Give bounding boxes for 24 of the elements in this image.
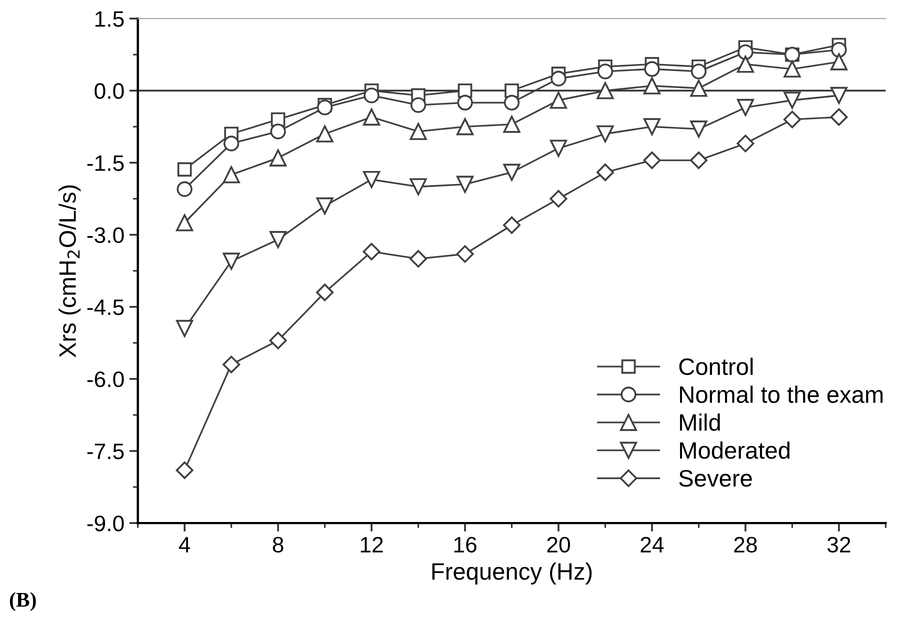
- y-tick-label: -7.5: [87, 444, 124, 460]
- text: (B): [10, 592, 36, 612]
- x-tick-label: 32: [827, 536, 850, 553]
- x-axis-title: Frequency (Hz): [432, 562, 592, 585]
- x-tick-label: 16: [454, 536, 476, 553]
- legend-label: Severe: [679, 470, 752, 487]
- legend-label: Moderated: [680, 441, 790, 459]
- y-axis-title: Xrs (cmH$_{2}$O/L/s): [58, 185, 81, 358]
- y-tick-label: -6.0: [87, 371, 124, 388]
- legend-label: Normal to the exam: [680, 386, 883, 403]
- y-tick-label: -9.0: [87, 516, 124, 532]
- legend-label: Mild: [680, 414, 720, 431]
- y-tick-label: 0.0: [94, 83, 124, 99]
- x-tick-label: 28: [734, 536, 757, 553]
- x-tick-label: 8: [272, 536, 284, 553]
- x-tick-label: 20: [547, 536, 570, 553]
- y-tick-label: 1.5: [95, 11, 124, 27]
- x-tick-label: 4: [178, 537, 190, 552]
- x-tick-label: 12: [360, 536, 383, 552]
- y-tick-label: -1.5: [87, 155, 124, 171]
- y-tick-label: -4.5: [87, 300, 124, 316]
- x-tick-label: 24: [640, 536, 664, 552]
- legend-label: Control: [679, 358, 753, 376]
- y-tick-label: -3.0: [87, 227, 124, 244]
